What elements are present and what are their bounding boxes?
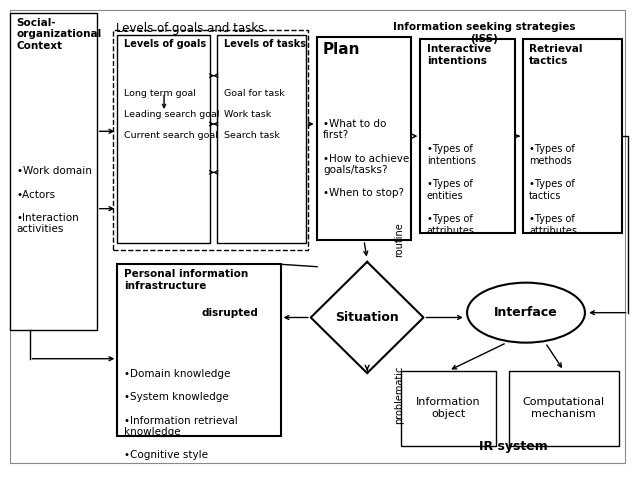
Text: •Types of
methods

•Types of
tactics

•Types of
attributes: •Types of methods •Types of tactics •Typ… <box>529 144 577 236</box>
Text: problematic: problematic <box>394 366 404 424</box>
FancyBboxPatch shape <box>217 35 306 243</box>
Text: •Work domain

•Actors

•Interaction
activities: •Work domain •Actors •Interaction activi… <box>17 167 92 234</box>
Text: IR system: IR system <box>479 440 548 453</box>
Text: Social-
organizational
Context: Social- organizational Context <box>17 18 102 51</box>
Text: •What to do
first?

•How to achieve
goals/tasks?

•When to stop?: •What to do first? •How to achieve goals… <box>323 119 409 198</box>
Text: Computational
mechanism: Computational mechanism <box>523 397 605 419</box>
FancyBboxPatch shape <box>401 371 496 446</box>
Text: Levels of goals: Levels of goals <box>124 39 206 49</box>
Text: •Types of
intentions

•Types of
entities

•Types of
attributes: •Types of intentions •Types of entities … <box>427 144 476 236</box>
Text: Situation: Situation <box>335 311 399 324</box>
Text: Personal information
infrastructure: Personal information infrastructure <box>124 269 248 291</box>
Text: Information seeking strategies
(ISS): Information seeking strategies (ISS) <box>393 22 576 44</box>
FancyBboxPatch shape <box>117 35 210 243</box>
FancyBboxPatch shape <box>117 264 281 436</box>
FancyBboxPatch shape <box>317 37 412 240</box>
Text: Retrieval
tactics: Retrieval tactics <box>529 44 583 66</box>
Ellipse shape <box>467 282 585 343</box>
Text: Information
object: Information object <box>416 397 481 419</box>
Text: Plan: Plan <box>323 42 360 57</box>
FancyBboxPatch shape <box>523 39 622 233</box>
FancyBboxPatch shape <box>421 39 515 233</box>
Text: Levels of goals and tasks: Levels of goals and tasks <box>116 22 264 36</box>
FancyBboxPatch shape <box>508 371 619 446</box>
Text: Interactive
intentions: Interactive intentions <box>427 44 491 66</box>
Text: Goal for task

Work task

Search task: Goal for task Work task Search task <box>223 89 284 140</box>
Text: Long term goal

Leading search goal

Current search goal: Long term goal Leading search goal Curre… <box>124 89 219 140</box>
FancyBboxPatch shape <box>10 13 97 330</box>
Text: routine: routine <box>394 223 404 258</box>
Text: Interface: Interface <box>494 306 558 319</box>
Text: Levels of tasks: Levels of tasks <box>223 39 306 49</box>
Text: •Domain knowledge

•System knowledge

•Information retrieval
knowledge

•Cogniti: •Domain knowledge •System knowledge •Inf… <box>124 369 238 460</box>
Text: disrupted: disrupted <box>202 308 259 318</box>
